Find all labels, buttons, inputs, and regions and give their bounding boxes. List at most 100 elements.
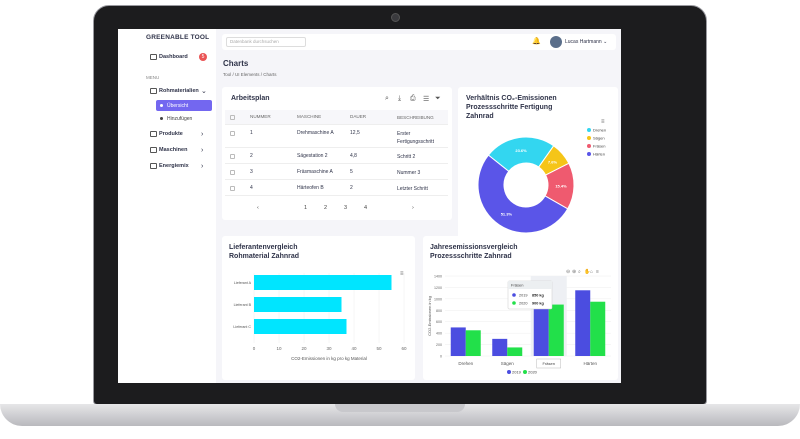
bell-icon[interactable]: 🔔 <box>532 38 541 45</box>
sidebar-item-rohmaterialien[interactable]: Rohmaterialien ⌄ <box>118 85 216 97</box>
legend-marker <box>523 370 527 374</box>
tooltip-value: 850 kg <box>532 294 545 298</box>
legend-label: 2020 <box>528 370 538 375</box>
machine-icon <box>150 147 157 153</box>
tooltip-value: 900 kg <box>532 302 545 306</box>
pagination-prev[interactable]: ‹ <box>257 205 259 211</box>
lieferanten-card: Lieferantenvergleich Rohmaterial Zahnrad… <box>222 236 415 380</box>
bar <box>450 327 466 356</box>
donut-card: Verhältnis CO₂-Emissionen Prozessschritt… <box>458 87 618 257</box>
row-checkbox[interactable] <box>230 170 235 175</box>
slice-label: 23.6% <box>515 148 527 153</box>
table-row[interactable]: 4 Härteofen B 2 Letzter Schritt <box>225 181 448 196</box>
cell: Härteofen B <box>297 185 324 191</box>
legend-marker <box>587 144 591 148</box>
bar <box>465 330 481 356</box>
card-title: Verhältnis CO₂-Emissionen Prozessschritt… <box>466 95 557 120</box>
table-row[interactable]: 1 Drehmaschine A 12,5 Erster Fertigungss… <box>225 126 448 148</box>
laptop-base <box>0 404 800 426</box>
bar <box>507 347 523 356</box>
sidebar: GREENABLE TOOL Dashboard 5 MENU Rohmater… <box>118 29 216 383</box>
col-header[interactable]: DAUER <box>350 114 367 119</box>
pagination-page[interactable]: 3 <box>344 205 348 211</box>
row-checkbox[interactable] <box>230 131 235 136</box>
y-tick-label: 0 <box>440 355 442 359</box>
sidebar-subitem-uebersicht[interactable]: Übersicht <box>156 100 212 111</box>
col-header[interactable]: NUMMER <box>250 114 271 119</box>
download-icon[interactable]: ⤓ <box>398 95 402 102</box>
breadcrumb[interactable]: Tool / UI Elements / Charts <box>223 72 277 77</box>
pagination-page[interactable]: 4 <box>364 205 368 211</box>
x-tick-label: 0 <box>253 346 256 351</box>
y-axis-label: CO2-Emissionen in kg <box>427 296 432 336</box>
sidebar-subitem-hinzufuegen[interactable]: Hinzufügen <box>156 113 212 124</box>
x-axis-label: CO2-Emissionen in kg pro kg Material <box>291 356 367 361</box>
arbeitsplan-card: Arbeitsplan ⌕ ⤓ ⎙ ☰ ⏷ NUMMER MASCHINE DA… <box>222 87 452 220</box>
sidebar-item-maschinen[interactable]: Maschinen › <box>118 144 216 156</box>
y-tick-label: 1000 <box>434 297 442 301</box>
sidebar-item-dashboard[interactable]: Dashboard <box>118 51 216 63</box>
tooltip-series: 2019 <box>519 294 527 298</box>
app-screen: GREENABLE TOOL Dashboard 5 MENU Rohmater… <box>118 29 621 383</box>
cell: Drehmaschine A <box>297 130 334 136</box>
search-input[interactable]: Datenbank durchsuchen <box>226 37 306 47</box>
table-row[interactable]: 2 Sägestation 2 4,8 Schritt 2 <box>225 149 448 164</box>
bar <box>254 297 342 312</box>
legend-label: Sägen <box>593 136 605 141</box>
chevron-right-icon: › <box>201 130 204 138</box>
y-tick-label: 800 <box>436 309 442 313</box>
bar <box>254 319 347 334</box>
table-header: NUMMER MASCHINE DAUER BESCHREIBUNG <box>225 110 448 125</box>
category-label: Lieferant A <box>234 281 252 285</box>
menu-header: MENU <box>146 75 160 80</box>
select-all-checkbox[interactable] <box>230 115 235 120</box>
row-checkbox[interactable] <box>230 154 235 159</box>
user-name[interactable]: Lucas Hartmann ⌄ <box>565 39 608 45</box>
topbar: Datenbank durchsuchen 🔔 Lucas Hartmann ⌄ <box>222 34 616 50</box>
col-header[interactable]: MASCHINE <box>297 114 322 119</box>
category-label: Lieferant B <box>234 303 252 307</box>
legend-marker <box>587 152 591 156</box>
sidebar-item-energiemix[interactable]: Energiemix › <box>118 160 216 172</box>
x-tick-label: Sägen <box>501 361 515 366</box>
toolbar-icon: ⌂ <box>590 269 593 275</box>
toolbar-icon: ⊕ <box>572 269 576 275</box>
page-title: Charts <box>223 59 249 68</box>
sidebar-item-label: Dashboard <box>159 54 188 60</box>
legend-label: Drehen <box>593 128 606 133</box>
pagination-page[interactable]: 2 <box>324 205 328 211</box>
avatar[interactable] <box>550 36 562 48</box>
cell: 5 <box>350 169 353 175</box>
bar <box>254 275 392 290</box>
x-tick-label: Fräsen <box>543 361 555 366</box>
sidebar-item-produkte[interactable]: Produkte › <box>118 128 216 140</box>
pagination-next[interactable]: › <box>412 205 414 211</box>
y-tick-label: 1200 <box>434 286 442 290</box>
bar <box>492 338 508 356</box>
col-header[interactable]: BESCHREIBUNG <box>397 115 434 120</box>
row-checkbox[interactable] <box>230 186 235 191</box>
legend-label: 2019 <box>512 370 522 375</box>
notification-badge: 5 <box>199 53 207 61</box>
tooltip-title: Fräsen <box>511 283 523 288</box>
print-icon[interactable]: ⎙ <box>410 95 416 102</box>
filter-icon[interactable]: ⏷ <box>435 95 441 102</box>
product-icon <box>150 131 157 137</box>
pagination-page[interactable]: 1 <box>304 205 308 211</box>
laptop-notch <box>335 404 465 412</box>
bullet-icon <box>160 104 163 107</box>
grouped-bar-chart: ⊖ ⊕ ⌕ ✋ ⌂ ≡ 0 200 400 600 800 1000 1200 1400 CO2-Emiss… <box>427 268 611 375</box>
brand-logo: GREENABLE TOOL <box>146 34 210 41</box>
card-title: Arbeitsplan <box>231 95 270 102</box>
chevron-right-icon: › <box>201 146 204 154</box>
table-row[interactable]: 3 Fräsmaschine A 5 Nummer 3 <box>225 165 448 180</box>
legend-marker <box>507 370 511 374</box>
cell: Erster Fertigungsschritt <box>397 131 434 145</box>
sidebar-item-label: Produkte <box>159 131 183 137</box>
search-icon[interactable]: ⌕ <box>385 95 389 102</box>
x-tick-label: 20 <box>301 346 307 351</box>
columns-icon[interactable]: ☰ <box>423 96 430 103</box>
box-icon <box>150 88 157 94</box>
cell: Schritt 2 <box>397 154 416 160</box>
